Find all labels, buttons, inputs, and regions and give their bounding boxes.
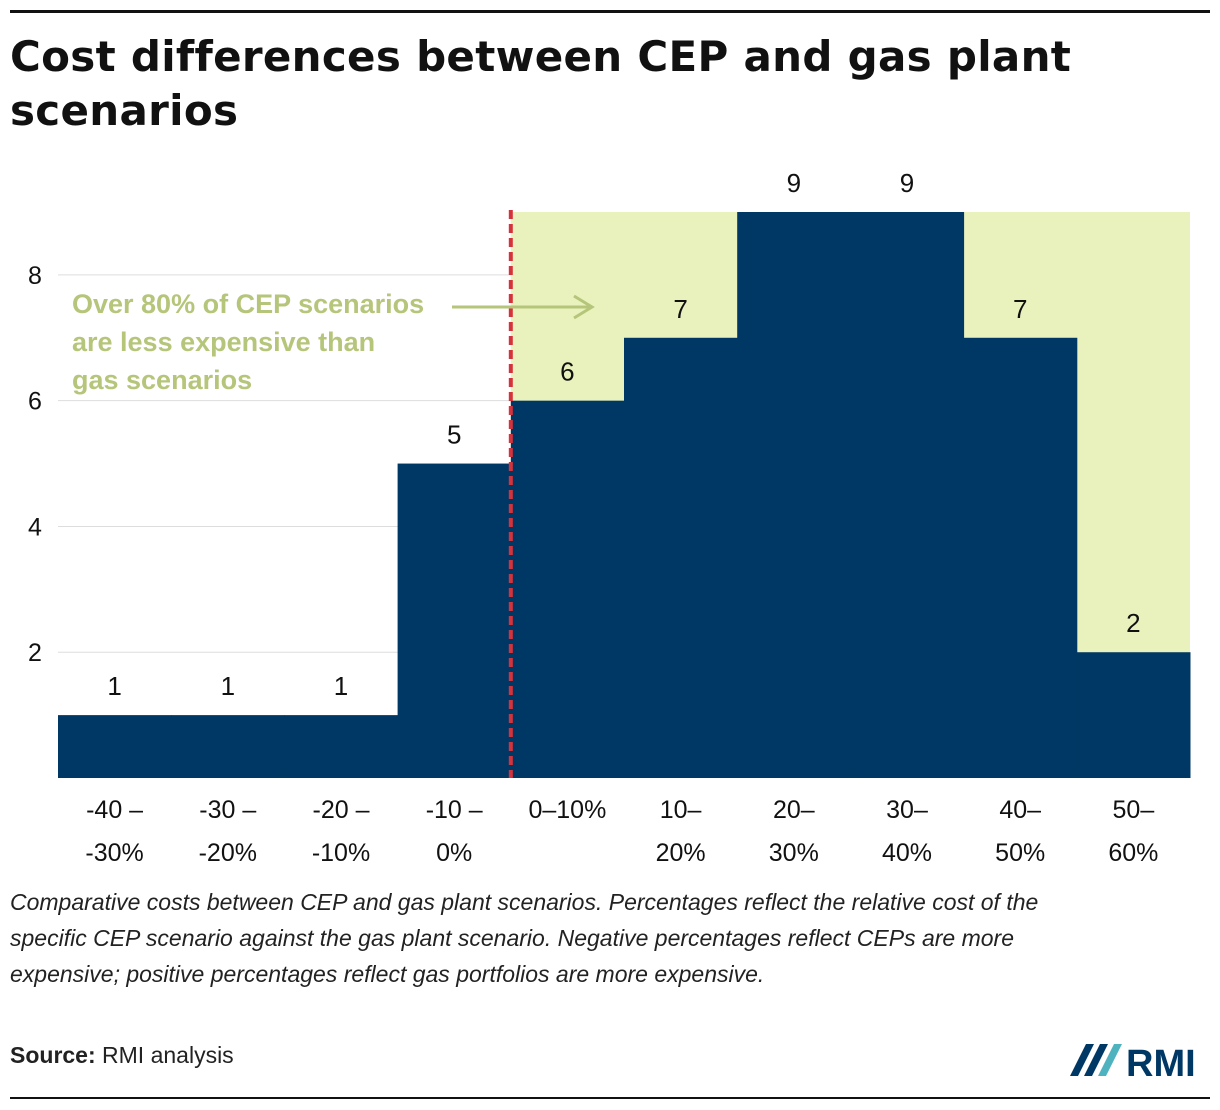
y-axis-ticks: 2 4 6 8 — [28, 262, 42, 667]
top-rule — [10, 10, 1210, 13]
bar — [284, 715, 399, 778]
annotation-text: are less expensive than — [72, 327, 375, 357]
logo-text: RMI — [1126, 1043, 1196, 1080]
x-tick-label: -10 – — [426, 796, 483, 824]
x-tick-label: 0–10% — [528, 796, 606, 824]
rmi-logo-icon: RMI — [1070, 1043, 1196, 1080]
y-tick-label: 8 — [28, 262, 42, 290]
x-tick-label: 50– — [1113, 796, 1155, 824]
x-axis-ticks: -40 – -30% -30 – -20% -20 – -10% -10 – 0% 0–10% 1… — [85, 796, 1158, 867]
bar — [1076, 652, 1191, 778]
x-tick-label: 0% — [436, 839, 472, 867]
chart-title: Cost differences between CEP and gas pla… — [10, 32, 1072, 135]
data-label: 1 — [334, 671, 348, 701]
data-label: 7 — [1013, 294, 1027, 324]
source-label: Source: — [10, 1042, 96, 1068]
data-label: 1 — [221, 671, 235, 701]
data-label: 7 — [673, 294, 687, 324]
annotation-text: gas scenarios — [72, 365, 252, 395]
data-label: 9 — [900, 168, 914, 198]
bar — [737, 212, 851, 778]
y-tick-label: 4 — [28, 513, 42, 541]
x-tick-label: -10% — [312, 839, 370, 867]
arrow-head-icon — [573, 294, 595, 320]
data-label: 9 — [787, 168, 801, 198]
annotation: Over 80% of CEP scenarios are less expens… — [72, 210, 595, 778]
x-tick-label: -30% — [85, 839, 143, 867]
x-tick-label: -20% — [199, 839, 257, 867]
bars — [58, 212, 1191, 778]
data-label: 1 — [107, 671, 121, 701]
x-tick-label: -30 – — [199, 796, 256, 824]
x-tick-label: 10– — [660, 796, 702, 824]
bar — [963, 337, 1078, 778]
x-tick-label: -20 – — [313, 796, 370, 824]
data-labels: 1 1 1 5 6 7 9 9 7 2 — [107, 168, 1140, 701]
bar — [624, 337, 738, 778]
chart-caption: Comparative costs between CEP and gas pl… — [10, 889, 1039, 987]
data-label: 5 — [447, 420, 461, 450]
x-tick-label: 30– — [886, 796, 928, 824]
y-tick-label: 2 — [28, 639, 42, 667]
bottom-rule — [10, 1097, 1210, 1099]
bar — [510, 400, 625, 778]
bar — [397, 463, 512, 778]
y-tick-label: 6 — [28, 388, 42, 416]
x-tick-label: 20– — [773, 796, 815, 824]
annotation-text: Over 80% of CEP scenarios — [72, 289, 424, 319]
x-tick-label: 50% — [995, 839, 1045, 867]
data-label: 6 — [560, 357, 574, 387]
data-label: 2 — [1126, 608, 1140, 638]
x-tick-label: 30% — [769, 839, 819, 867]
source-text: RMI analysis — [102, 1042, 234, 1068]
bar — [850, 212, 965, 778]
x-tick-label: 60% — [1108, 839, 1158, 867]
x-tick-label: 20% — [656, 839, 706, 867]
bar — [171, 715, 285, 778]
x-tick-label: 40% — [882, 839, 932, 867]
bar — [58, 715, 172, 778]
x-tick-label: 40– — [999, 796, 1041, 824]
source-note: Source: RMI analysis — [10, 1042, 234, 1069]
x-tick-label: -40 – — [86, 796, 143, 824]
